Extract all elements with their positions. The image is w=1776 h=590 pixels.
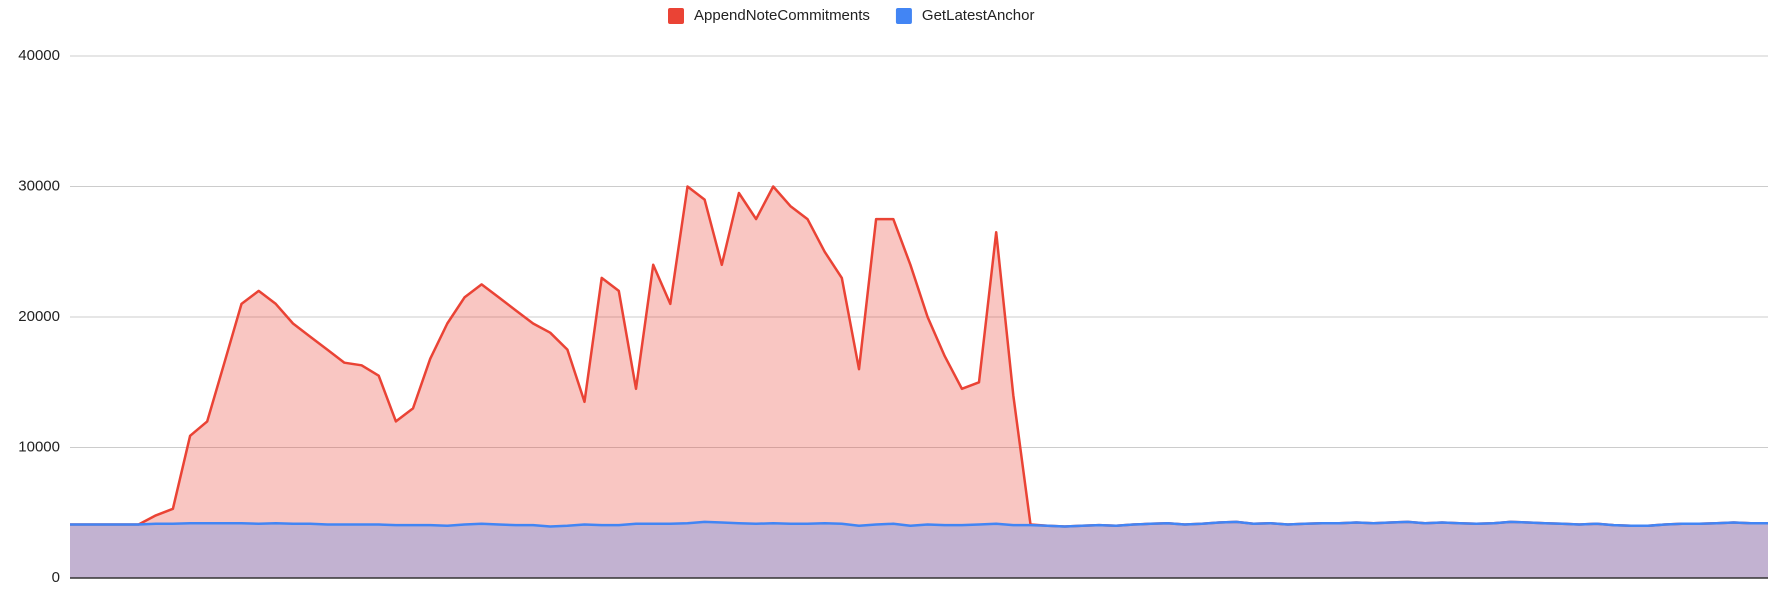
y-tick-label: 40000 xyxy=(18,47,60,64)
legend-label: GetLatestAnchor xyxy=(922,7,1035,24)
legend-swatch xyxy=(895,8,912,24)
area-line xyxy=(70,520,1768,528)
area-fill xyxy=(70,186,1768,578)
legend-swatch xyxy=(668,8,684,24)
legend-label: AppendNoteCommitments xyxy=(694,7,870,24)
y-tick-label: 30000 xyxy=(18,177,60,194)
y-tick-label: 10000 xyxy=(18,438,60,455)
y-tick-label: 20000 xyxy=(18,308,60,325)
y-tick-label: 0 xyxy=(52,569,60,585)
area-fill xyxy=(70,521,1768,578)
